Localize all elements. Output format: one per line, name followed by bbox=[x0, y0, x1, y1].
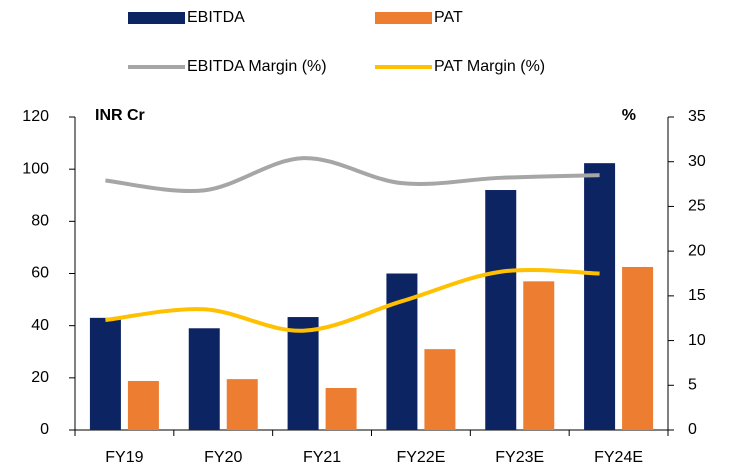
bar bbox=[485, 190, 517, 430]
y2-axis-label: % bbox=[622, 107, 636, 124]
y-tick-label: 40 bbox=[31, 317, 49, 334]
y-tick-label: 100 bbox=[22, 160, 49, 177]
legend-swatch bbox=[375, 12, 432, 24]
y2-tick-label: 35 bbox=[688, 108, 706, 125]
y-tick-label: 60 bbox=[31, 265, 49, 282]
line bbox=[105, 156, 600, 193]
y-tick-label: 80 bbox=[31, 213, 49, 230]
y2-tick-label: 30 bbox=[688, 153, 706, 170]
bar bbox=[127, 380, 159, 430]
bar bbox=[622, 266, 654, 430]
x-tick-label: FY20 bbox=[204, 449, 242, 466]
legend-swatch bbox=[128, 12, 185, 24]
legend-label: EBITDA bbox=[187, 9, 245, 26]
legend-label: PAT Margin (%) bbox=[434, 58, 545, 75]
x-tick-label: FY19 bbox=[105, 449, 143, 466]
y2-tick-label: 0 bbox=[688, 421, 697, 438]
bar bbox=[325, 388, 357, 430]
bar bbox=[226, 379, 258, 430]
x-tick-label: FY23E bbox=[495, 449, 544, 466]
bar bbox=[188, 328, 220, 430]
legend-label: EBITDA Margin (%) bbox=[187, 58, 327, 75]
y2-tick-label: 15 bbox=[688, 287, 706, 304]
y-tick-label: 20 bbox=[31, 369, 49, 386]
bar bbox=[584, 163, 616, 431]
line bbox=[105, 268, 600, 333]
x-tick-label: FY24E bbox=[594, 449, 643, 466]
y2-tick-label: 5 bbox=[688, 377, 697, 394]
y-tick-label: 0 bbox=[40, 421, 49, 438]
y2-tick-label: 25 bbox=[688, 198, 706, 215]
y-tick-label: 120 bbox=[22, 108, 49, 125]
y2-tick-label: 20 bbox=[688, 242, 706, 259]
x-tick-label: FY22E bbox=[396, 449, 445, 466]
y2-tick-label: 10 bbox=[688, 332, 706, 349]
y-axis-label: INR Cr bbox=[95, 107, 145, 124]
bar bbox=[523, 281, 555, 430]
x-tick-label: FY21 bbox=[303, 449, 341, 466]
bar bbox=[287, 317, 319, 430]
bar bbox=[424, 349, 456, 430]
bar bbox=[89, 317, 121, 430]
legend-label: PAT bbox=[434, 9, 463, 26]
